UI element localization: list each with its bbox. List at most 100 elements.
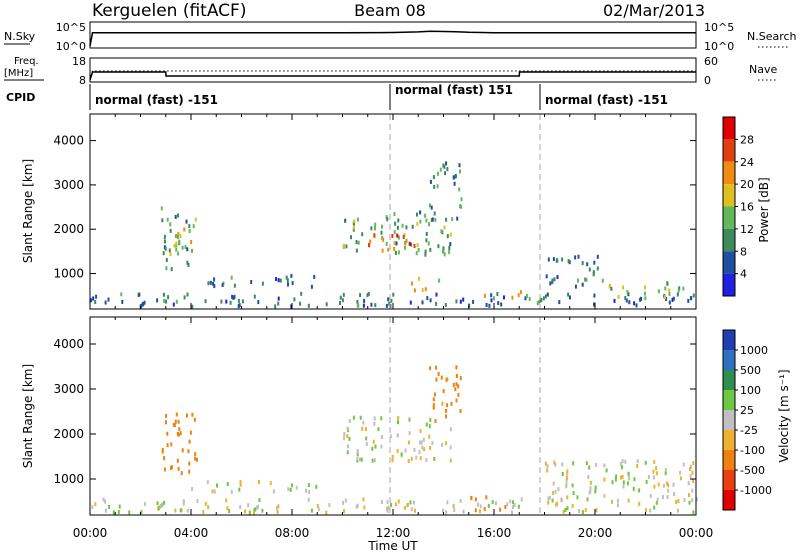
colorbar-tick-label: -500	[740, 464, 765, 477]
echo-cell	[493, 296, 495, 301]
echo-cell	[368, 243, 371, 248]
echo-cell	[391, 455, 394, 459]
colorbar-swatch	[723, 490, 735, 510]
colorbar-tick-label: -100	[740, 444, 765, 457]
echo-cell	[566, 469, 569, 474]
echo-cell	[418, 276, 420, 281]
echo-cell	[425, 218, 428, 223]
echo-cell	[453, 508, 456, 513]
echo-cell	[494, 501, 497, 506]
freq-series-line	[89, 71, 696, 81]
echo-cell	[346, 434, 349, 439]
echo-cell	[548, 495, 551, 500]
echo-cell	[615, 474, 618, 479]
echo-cell	[204, 502, 207, 506]
echo-cell	[449, 458, 452, 463]
echo-cell	[406, 502, 409, 507]
echo-cell	[373, 458, 376, 463]
freq-panel: Freq. [MHz] 18 8 60 0 Nave	[4, 55, 778, 87]
echo-cell	[446, 500, 449, 505]
echo-cell	[186, 413, 188, 418]
echo-cell	[511, 510, 514, 515]
colorbar-swatch	[723, 206, 735, 229]
echo-cell	[577, 278, 579, 283]
echo-cell	[258, 480, 260, 484]
echo-cell	[566, 506, 569, 511]
colorbar-tick-label: -25	[740, 424, 758, 437]
echo-cell	[253, 510, 256, 515]
echo-cell	[225, 498, 228, 503]
echo-cell	[517, 293, 520, 298]
echo-cell	[449, 232, 452, 237]
echo-cell	[161, 447, 164, 452]
echo-cell	[561, 257, 564, 262]
echo-cell	[287, 487, 290, 492]
echo-cell	[446, 167, 449, 172]
echo-cell	[433, 211, 436, 216]
freq-tick-bottom: 8	[79, 74, 86, 87]
echo-cell	[107, 297, 110, 302]
echo-cell	[628, 476, 631, 481]
echo-cell	[361, 426, 364, 431]
echo-cell	[261, 281, 264, 286]
echo-cell	[277, 301, 280, 306]
echo-cell	[355, 240, 358, 245]
echo-cell	[638, 501, 641, 506]
echo-cell	[386, 217, 389, 222]
echo-cell	[419, 429, 422, 433]
echo-cell	[421, 288, 424, 293]
echo-cell	[417, 247, 420, 252]
echo-cell	[404, 245, 406, 250]
colorbar-swatch	[723, 430, 735, 450]
echo-cell	[617, 294, 620, 299]
echo-cell	[286, 278, 289, 283]
echo-cell	[393, 240, 396, 245]
echo-cell	[504, 505, 507, 509]
echo-cell	[188, 469, 191, 474]
echo-cell	[277, 504, 280, 509]
echo-cell	[186, 292, 189, 297]
echo-cell	[479, 509, 481, 514]
echo-cell	[178, 427, 181, 432]
echo-cell	[226, 482, 229, 486]
echo-cell	[458, 187, 461, 192]
echo-cell	[308, 489, 311, 494]
echo-cell	[361, 232, 364, 237]
echo-cell	[212, 281, 215, 286]
echo-cell	[346, 450, 349, 455]
echo-cell	[187, 263, 190, 267]
echo-cell	[386, 500, 389, 504]
echo-cell	[165, 266, 168, 271]
echo-cell	[185, 219, 188, 224]
power-echo-layer	[90, 161, 695, 309]
echo-cell	[672, 296, 675, 301]
colorbar-swatch	[723, 370, 735, 390]
echo-cell	[356, 458, 359, 463]
colorbar-swatch	[723, 251, 735, 274]
echo-cell	[596, 254, 599, 259]
echo-cell	[188, 229, 191, 234]
echo-cell	[402, 235, 405, 239]
colorbar-frame	[722, 329, 736, 511]
echo-cell	[593, 302, 596, 307]
echo-cell	[460, 197, 463, 202]
echo-cell	[594, 485, 597, 490]
echo-cell	[290, 304, 293, 309]
echo-cell	[407, 440, 410, 445]
echo-cell	[512, 500, 514, 505]
echo-cell	[585, 461, 588, 466]
echo-cell	[574, 255, 577, 260]
colorbar-tick-label: 12	[740, 223, 754, 236]
echo-cell	[356, 450, 359, 454]
echo-cell	[437, 244, 440, 249]
echo-cell	[258, 498, 261, 503]
echo-cell	[643, 291, 646, 296]
echo-cell	[691, 498, 694, 503]
echo-cell	[167, 295, 170, 300]
echo-cell	[455, 365, 458, 370]
echo-cell	[454, 174, 457, 179]
echo-cell	[511, 295, 514, 300]
echo-cell	[353, 219, 356, 224]
echo-cell	[566, 495, 569, 500]
echo-cell	[622, 484, 625, 489]
